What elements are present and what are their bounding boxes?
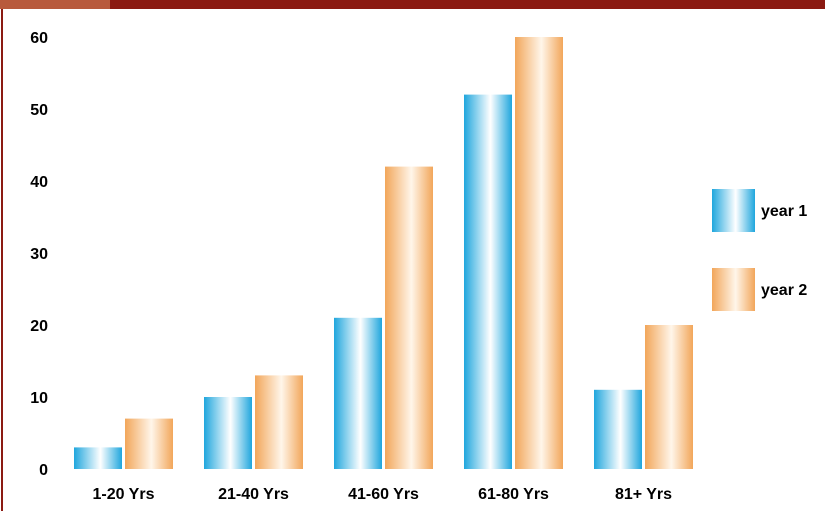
legend-label: year 1: [761, 203, 807, 220]
y-tick-label: 0: [39, 462, 48, 479]
bar-year-2: [385, 166, 433, 469]
bar-year-2: [125, 418, 173, 469]
x-tick-label: 21-40 Yrs: [218, 486, 289, 503]
y-tick-label: 40: [30, 174, 48, 191]
legend-swatch: [712, 189, 755, 232]
y-axis: 0 10 20 30 40 50 60: [30, 30, 48, 479]
x-tick-label: 81+ Yrs: [615, 486, 672, 503]
bars: [74, 37, 693, 469]
header-bar: [0, 0, 825, 9]
bar-year-1: [204, 397, 252, 469]
legend: year 1 year 2: [712, 189, 807, 311]
x-tick-label: 41-60 Yrs: [348, 486, 419, 503]
bar-year-1: [334, 317, 382, 469]
bar-year-1: [594, 389, 642, 469]
y-tick-label: 30: [30, 246, 48, 263]
bar-year-1: [74, 447, 122, 469]
legend-swatch: [712, 268, 755, 311]
x-axis: 1-20 Yrs 21-40 Yrs 41-60 Yrs 61-80 Yrs 81+ Y…: [93, 486, 673, 503]
header-tab: [0, 0, 110, 9]
legend-label: year 2: [761, 282, 807, 299]
x-tick-label: 61-80 Yrs: [478, 486, 549, 503]
x-tick-label: 1-20 Yrs: [93, 486, 155, 503]
bar-year-2: [515, 37, 563, 469]
y-tick-label: 60: [30, 30, 48, 47]
y-tick-label: 20: [30, 318, 48, 335]
bar-year-2: [645, 325, 693, 469]
y-tick-label: 10: [30, 390, 48, 407]
bar-year-2: [255, 375, 303, 469]
y-tick-label: 50: [30, 102, 48, 119]
bar-year-1: [464, 94, 512, 469]
